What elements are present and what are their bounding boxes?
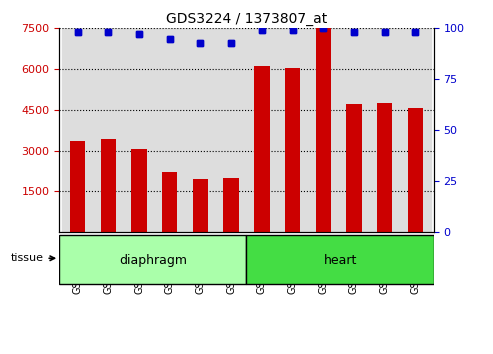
Bar	[346, 104, 362, 232]
Bar	[254, 66, 270, 232]
Bar	[346, 104, 362, 232]
Bar	[285, 68, 300, 232]
FancyBboxPatch shape	[246, 235, 434, 285]
Bar	[308, 28, 339, 232]
Text: tissue: tissue	[10, 253, 55, 263]
Text: heart: heart	[323, 253, 357, 267]
FancyBboxPatch shape	[59, 235, 246, 285]
Bar	[223, 178, 239, 232]
Bar	[193, 179, 208, 232]
Bar	[254, 66, 270, 232]
Bar	[131, 149, 147, 232]
Bar	[185, 28, 216, 232]
Bar	[408, 108, 423, 232]
Bar	[162, 172, 177, 232]
Bar	[316, 28, 331, 232]
Bar	[216, 28, 246, 232]
Bar	[131, 149, 147, 232]
Bar	[316, 28, 331, 232]
Text: diaphragm: diaphragm	[119, 253, 187, 267]
Bar	[339, 28, 369, 232]
Bar	[62, 28, 93, 232]
Bar	[223, 178, 239, 232]
Bar	[101, 139, 116, 232]
Bar	[124, 28, 154, 232]
Bar	[400, 28, 431, 232]
Bar	[154, 28, 185, 232]
Bar	[277, 28, 308, 232]
Bar	[246, 28, 277, 232]
Bar	[70, 141, 85, 232]
Bar	[101, 139, 116, 232]
Title: GDS3224 / 1373807_at: GDS3224 / 1373807_at	[166, 12, 327, 26]
Bar	[408, 108, 423, 232]
Bar	[285, 68, 300, 232]
Bar	[193, 179, 208, 232]
Bar	[70, 141, 85, 232]
Bar	[162, 172, 177, 232]
Bar	[377, 103, 392, 232]
Bar	[377, 103, 392, 232]
Bar	[369, 28, 400, 232]
Bar	[93, 28, 124, 232]
